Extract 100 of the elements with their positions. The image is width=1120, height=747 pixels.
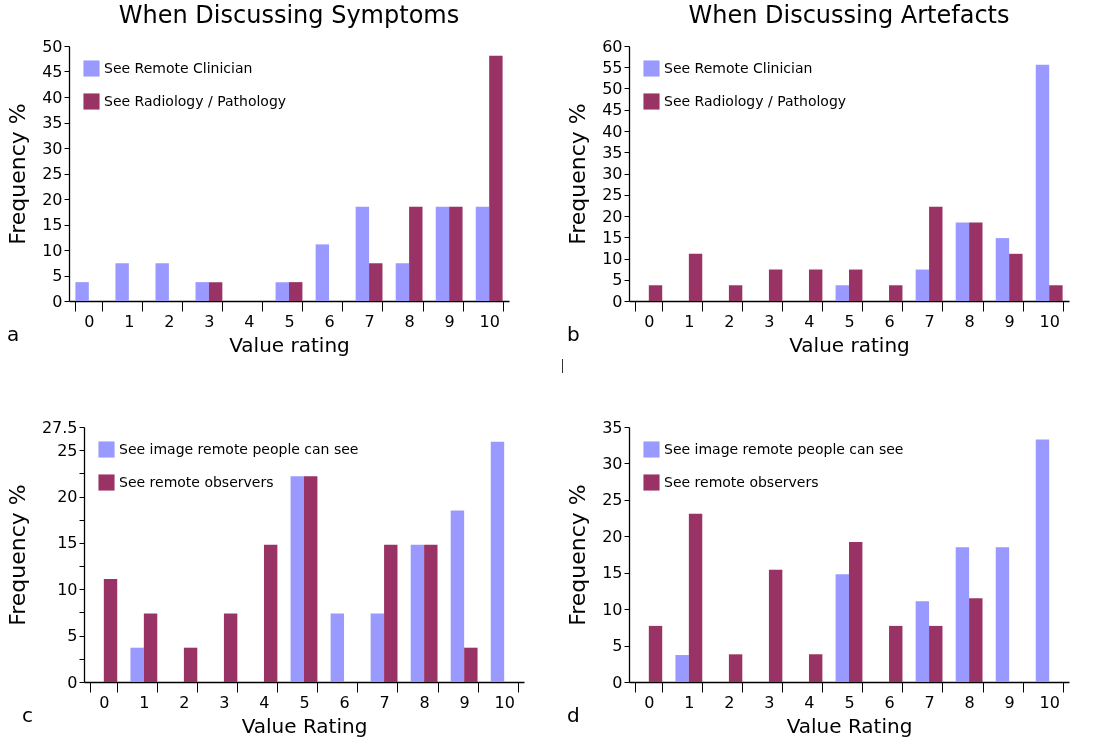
legend-label: See Radiology / Pathology [664, 92, 847, 109]
bar [728, 654, 743, 682]
x-tick-label: 10 [494, 692, 515, 712]
y-tick-label: 30 [42, 138, 63, 158]
bar [410, 544, 425, 682]
y-tick-label: 0 [612, 672, 623, 692]
y-tick-label: 10 [602, 249, 623, 268]
bar [1049, 285, 1063, 301]
x-tick-label: 8 [404, 311, 415, 331]
bar [143, 613, 158, 682]
x-tick-label: 6 [884, 311, 895, 331]
y-tick-label: 55 [602, 57, 623, 77]
x-tick-label: 5 [284, 311, 295, 331]
legend-label: See image remote people can see [664, 440, 904, 457]
bar [435, 206, 450, 301]
x-tick-label: 9 [459, 692, 470, 712]
x-tick-label: 3 [764, 692, 775, 712]
y-tick-label: 60 [602, 36, 623, 56]
bar [183, 647, 198, 682]
x-tick-label: 4 [259, 692, 270, 712]
y-tick-label: 5 [67, 626, 78, 646]
x-tick-label: 6 [339, 692, 350, 712]
bar [648, 625, 663, 682]
x-tick-label: 5 [844, 692, 855, 712]
legend-label: See Remote Clinician [104, 59, 253, 76]
y-tick-label: 0 [52, 291, 63, 311]
y-tick-label: 20 [42, 189, 63, 209]
x-axis-title: Value Rating [786, 713, 913, 738]
bar [208, 282, 223, 301]
bar [290, 476, 304, 682]
bar [223, 613, 238, 682]
bar [75, 282, 89, 301]
x-tick-label: 10 [1039, 692, 1060, 712]
x-tick-label: 3 [219, 692, 230, 712]
bar [489, 55, 503, 301]
y-tick-label: 0 [67, 672, 78, 692]
text: b [567, 322, 580, 346]
x-tick-label: 4 [804, 692, 815, 712]
y-tick-label: 30 [602, 453, 623, 473]
bar [1035, 64, 1050, 301]
bar [464, 647, 478, 682]
bar [304, 476, 318, 682]
bar [929, 625, 943, 682]
y-tick-label: 50 [42, 36, 63, 56]
bar [675, 655, 689, 682]
y-tick-label: 15 [42, 215, 63, 234]
bar [395, 263, 410, 301]
y-tick-label: 35 [602, 417, 623, 437]
bar [195, 282, 209, 301]
x-tick-label: 6 [884, 692, 895, 712]
y-axis-title: Frequency % [565, 484, 591, 626]
x-tick-label: 5 [299, 692, 310, 712]
y-tick-label: 50 [602, 79, 623, 98]
legend-label: See Radiology / Pathology [104, 92, 287, 109]
x-tick-label: 3 [204, 311, 215, 331]
y-tick-label: 5 [612, 270, 623, 290]
x-tick-label: 2 [724, 311, 735, 331]
bar [355, 206, 370, 301]
y-tick-label: 40 [602, 121, 623, 141]
x-tick-label: 0 [99, 692, 110, 712]
y-axis-title: Frequency % [565, 103, 591, 245]
bar [889, 285, 903, 301]
bar [849, 269, 863, 301]
y-tick-label: 30 [602, 164, 623, 183]
bar [849, 542, 863, 682]
x-tick-label: 7 [924, 311, 935, 331]
legend-label: See remote observers [664, 473, 819, 490]
x-tick-label: 9 [1004, 311, 1015, 331]
bar [955, 547, 970, 682]
y-tick-label: 45 [42, 62, 63, 81]
y-tick-label: 20 [602, 526, 623, 546]
y-tick-label: 25 [57, 440, 78, 460]
y-tick-label: 15 [602, 227, 623, 247]
x-tick-label: 2 [179, 692, 190, 712]
bar [369, 263, 383, 301]
bar [688, 253, 703, 301]
y-tick-label: 25 [602, 490, 623, 510]
x-tick-label: 0 [644, 692, 655, 712]
x-tick-label: 10 [1039, 311, 1060, 331]
x-axis-title: Value rating [789, 332, 910, 357]
x-tick-label: 3 [764, 311, 775, 331]
bar [450, 510, 465, 682]
x-tick-label: 5 [844, 311, 855, 331]
y-tick-label: 15 [57, 533, 78, 553]
bar [915, 601, 930, 682]
bar [289, 282, 303, 301]
bar [915, 269, 930, 301]
text: d [567, 703, 580, 727]
bar [449, 206, 463, 301]
y-tick-label: 10 [57, 579, 78, 599]
x-tick-label: 1 [124, 311, 135, 331]
y-tick-label: 20 [57, 487, 78, 507]
y-tick-label: 10 [42, 240, 63, 260]
legend-label: See Remote Clinician [664, 59, 813, 76]
bar [103, 579, 118, 682]
x-tick-label: 1 [684, 692, 695, 712]
y-tick-label: 20 [602, 206, 623, 226]
y-tick-label: 40 [42, 87, 63, 107]
x-tick-label: 2 [724, 692, 735, 712]
bar [115, 263, 129, 301]
